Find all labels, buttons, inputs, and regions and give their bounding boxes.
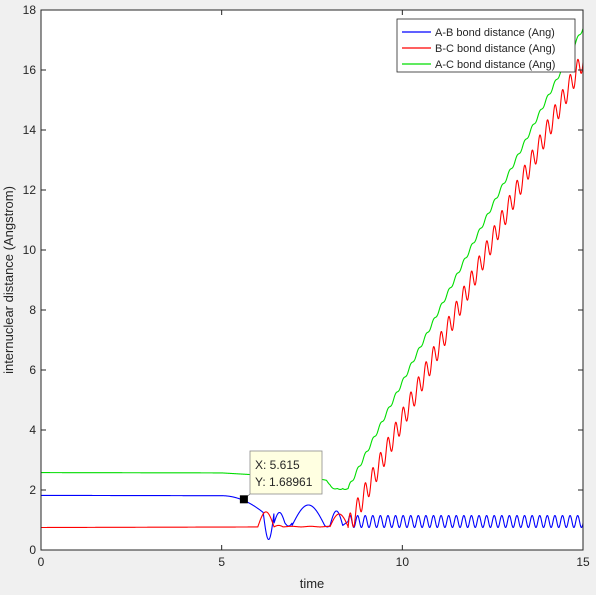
ticks-layer: 0 5 10 15 0 2 4 6 8 10 12 14 16 18 — [23, 3, 590, 569]
datatip-y-text: Y: 1.68961 — [255, 475, 313, 489]
y-tick-label: 10 — [23, 243, 37, 257]
x-tick-label: 5 — [218, 555, 225, 569]
datatip-box — [249, 450, 323, 495]
y-tick-label: 6 — [29, 363, 36, 377]
x-tick-label: 15 — [576, 555, 590, 569]
y-axis-label: internuclear distance (Angstrom) — [1, 186, 16, 374]
legend-box — [396, 18, 576, 73]
y-tick-label: 14 — [23, 123, 37, 137]
x-tick-label: 0 — [38, 555, 45, 569]
y-tick-label: 18 — [23, 3, 37, 17]
series-line-2 — [40, 58, 584, 529]
datatip-marker[interactable] — [239, 495, 248, 504]
legend-label-bc: B-C bond distance (Ang) — [435, 43, 555, 55]
axes-box — [40, 9, 584, 551]
legend-label-ab: A-B bond distance (Ang) — [435, 27, 555, 39]
legend[interactable]: A-B bond distance (Ang) B-C bond distanc… — [396, 18, 576, 73]
y-tick-label: 0 — [29, 543, 36, 557]
y-tick-label: 4 — [29, 423, 36, 437]
datatip[interactable]: X: 5.615 Y: 1.68961 — [239, 450, 323, 504]
y-tick-label: 12 — [23, 183, 37, 197]
y-tick-label: 2 — [29, 483, 36, 497]
y-tick-label: 8 — [29, 303, 36, 317]
datatip-x-text: X: 5.615 — [255, 458, 300, 472]
legend-label-ac: A-C bond distance (Ang) — [435, 59, 555, 71]
x-tick-label: 10 — [396, 555, 410, 569]
y-tick-label: 16 — [23, 63, 37, 77]
series-line-1 — [40, 494, 584, 541]
x-axis-label: time — [300, 576, 325, 591]
